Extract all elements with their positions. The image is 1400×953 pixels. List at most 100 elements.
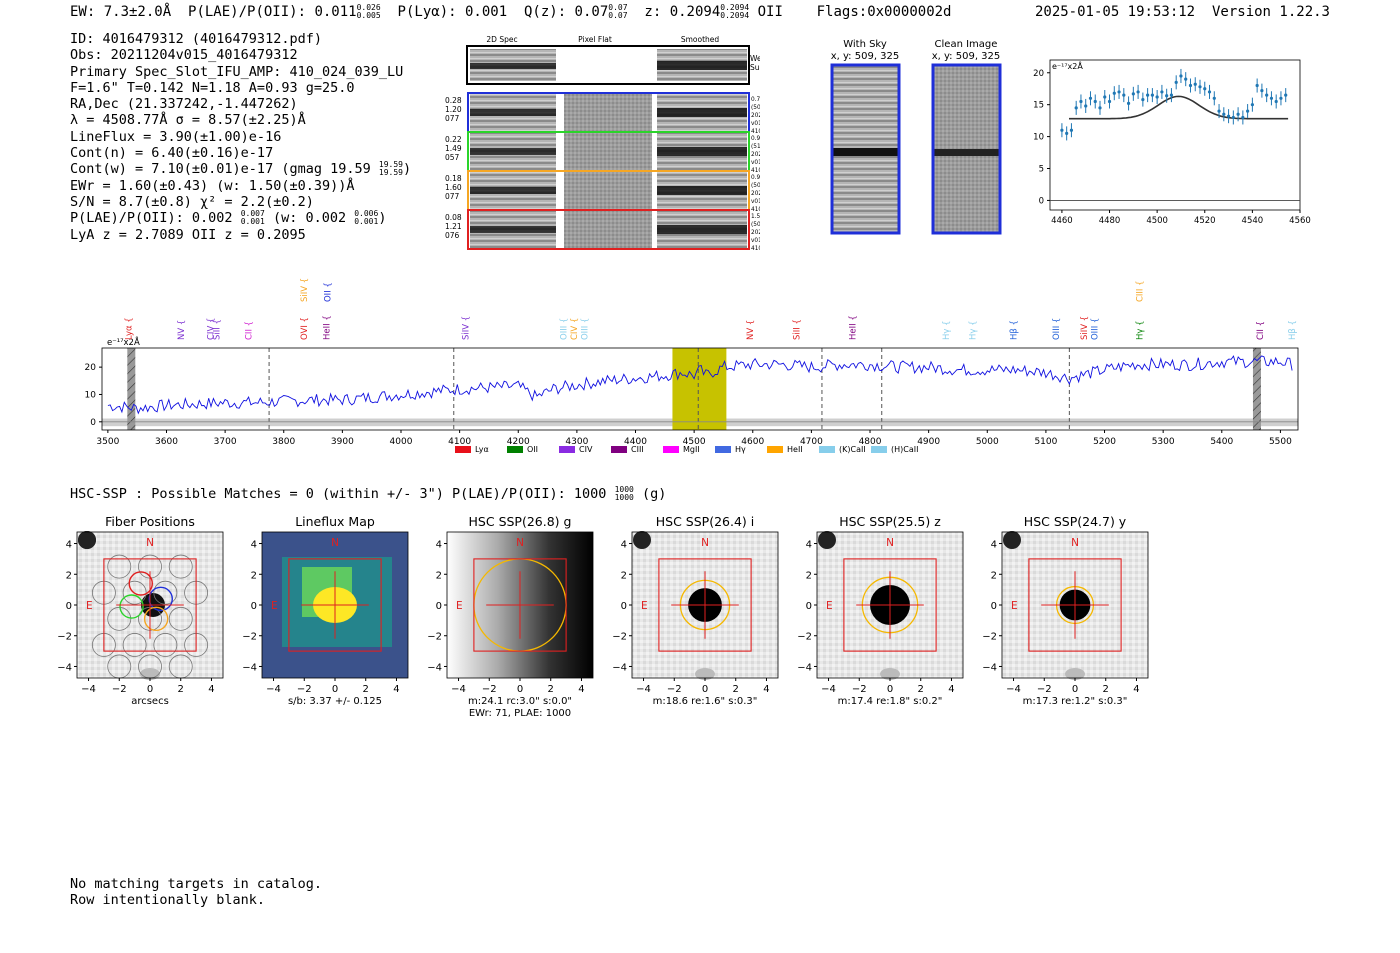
hsc-ytick-label: 0	[621, 601, 627, 612]
contw-upper: 19.59	[378, 160, 403, 170]
fiber-circle	[107, 554, 132, 579]
hsc-ytick-label: 4	[251, 540, 257, 551]
plae-w-lower: 0.001	[354, 217, 379, 227]
fiber-orange	[143, 606, 169, 632]
north-label: N	[146, 537, 154, 549]
hsc-neighbor-source	[818, 531, 836, 549]
hsc-ytick-label: −2	[57, 632, 72, 643]
hsc-ytick-label: 2	[436, 570, 442, 581]
hsc-xtick-label: 2	[1103, 684, 1109, 695]
spec-legend-swatch	[611, 446, 627, 453]
cutout-flat-2	[564, 172, 652, 209]
fit-point	[1250, 103, 1254, 107]
north-label: N	[516, 537, 524, 549]
spec-xtick-label: 3600	[155, 437, 178, 447]
hsc-neighbor-source	[1003, 531, 1021, 549]
cutout-smoothed-line-2	[657, 186, 747, 195]
hsc-xtick-label: 0	[517, 684, 523, 695]
fit-xtick-label: 4540	[1242, 216, 1264, 226]
info-id: ID: 4016479312 (4016479312.pdf)	[70, 31, 322, 47]
cutout-left-label: 1.21	[445, 222, 462, 231]
fit-xtick-label: 4560	[1289, 216, 1311, 226]
cutout-right-label: (509, 325)	[751, 105, 760, 111]
fit-point	[1112, 91, 1116, 95]
fit-point	[1141, 97, 1145, 102]
info-plae: P(LAE)/P(OII): 0.002 0.007 0.001 (w: 0.00…	[70, 210, 411, 227]
hsc-xtick-label: −2	[297, 684, 312, 695]
fit-point	[1279, 96, 1283, 100]
hsc-xtick-label: 4	[1133, 684, 1139, 695]
north-label: N	[331, 537, 339, 549]
hsc-xtick-label: 2	[733, 684, 739, 695]
info-plae-lower: 0.001	[240, 217, 265, 227]
fit-point	[1079, 99, 1083, 104]
hsc-ytick-label: −4	[982, 662, 997, 673]
north-label: N	[701, 537, 709, 549]
spec-line-label: OII {	[324, 282, 334, 302]
spec-line-label: CIII {	[1136, 280, 1146, 302]
spec-xtick-label: 4700	[800, 437, 823, 447]
hsc-ytick-label: −4	[57, 662, 72, 673]
cutout-right-label: (509, 333)	[751, 222, 760, 228]
search-box	[1028, 558, 1122, 652]
hsc-xtick-label: 4	[393, 684, 399, 695]
fit-axes-frame	[1049, 59, 1301, 211]
weighted-label-2: Sum	[750, 63, 760, 72]
east-label: E	[1011, 600, 1018, 612]
spec-line-label: OIII {	[1090, 318, 1100, 340]
hsc-xtick-label: 0	[887, 684, 893, 695]
hsc-xtick-label: −4	[266, 684, 281, 695]
plae-upper: 0.026	[356, 3, 381, 12]
fit-point	[1265, 93, 1269, 97]
hsc-ytick-label: −2	[242, 632, 257, 643]
spec-legend-swatch	[455, 446, 471, 453]
fit-point	[1122, 93, 1126, 97]
cutout-left-label: 077	[445, 114, 460, 123]
hsc-ytick-label: −4	[797, 662, 812, 673]
cutout-right-label: 20211204	[751, 230, 760, 236]
east-label: E	[271, 600, 278, 612]
hsc-xtick-label: 0	[332, 684, 338, 695]
cutout-left-label: 0.28	[445, 96, 462, 105]
search-box	[103, 558, 197, 652]
spec-hatched-region	[1252, 348, 1261, 430]
info-obs: Obs: 20211204v015_4016479312	[70, 47, 298, 64]
cutout-left-label: 1.49	[445, 144, 462, 153]
contw-lower: 19.59	[378, 168, 403, 178]
fiber-red	[128, 571, 154, 596]
fit-xtick-label: 4460	[1051, 216, 1073, 226]
fit-chart-group: 4460 4480 4500 4520 4540 4560 0 5 10 15 20 e⁻¹⁷x2Å	[1033, 59, 1311, 226]
spec-xtick-label: 4400	[624, 437, 647, 447]
footer-notes: No matching targets in catalog. Row inte…	[70, 876, 322, 908]
cutout-left-label: 0.22	[445, 135, 462, 144]
version: Version 1.22.3	[1211, 4, 1330, 20]
hsc-xtick-label: 2	[178, 684, 184, 695]
hsc-faint-source	[880, 668, 900, 680]
fit-point	[1222, 112, 1226, 116]
fit-point	[1198, 85, 1202, 89]
cutout-flat-0	[564, 94, 652, 131]
spec-line-label: Hβ {	[1010, 320, 1020, 340]
spec-xtick-label: 5500	[1269, 437, 1292, 447]
fit-ytick-label: 15	[1033, 101, 1044, 111]
line-fit-chart: 4460 4480 4500 4520 4540 4560 0 5 10 15 20 e⁻¹⁷x2Å	[1033, 59, 1311, 226]
spec-xtick-label: 4000	[390, 437, 413, 447]
hsc-panel-4: HSC SSP(25.5) z N E −4 −4 −2 −2 0 0 2 2 4 4 m:17.4 re…	[797, 514, 964, 707]
fit-point	[1098, 106, 1102, 110]
hsc-panel-1: Lineflux Map N E −4 −4 −2 −2 0 0 2 2 4 4 s/b: 3.37 +/…	[242, 514, 409, 707]
fit-point	[1236, 112, 1240, 116]
hsc-xtick-label: −4	[636, 684, 651, 695]
fit-ytick-label: 5	[1039, 165, 1044, 175]
east-label: E	[86, 600, 93, 612]
fit-point	[1107, 99, 1112, 104]
fit-ytick-label: 10	[1033, 133, 1044, 143]
qz-upper: 0.07	[608, 3, 628, 12]
plae-close: )	[378, 210, 387, 227]
hsc-panel-title: HSC SSP(25.5) z	[839, 514, 941, 529]
spec-highlight-region	[672, 348, 727, 430]
spec-line-label: CIV {	[206, 318, 216, 340]
spec-axes-frame	[101, 347, 1299, 431]
hsc-ytick-label: 4	[621, 540, 627, 551]
spec-line-label: CII {	[1256, 321, 1266, 340]
cutout-left-label: 0.08	[445, 213, 462, 222]
